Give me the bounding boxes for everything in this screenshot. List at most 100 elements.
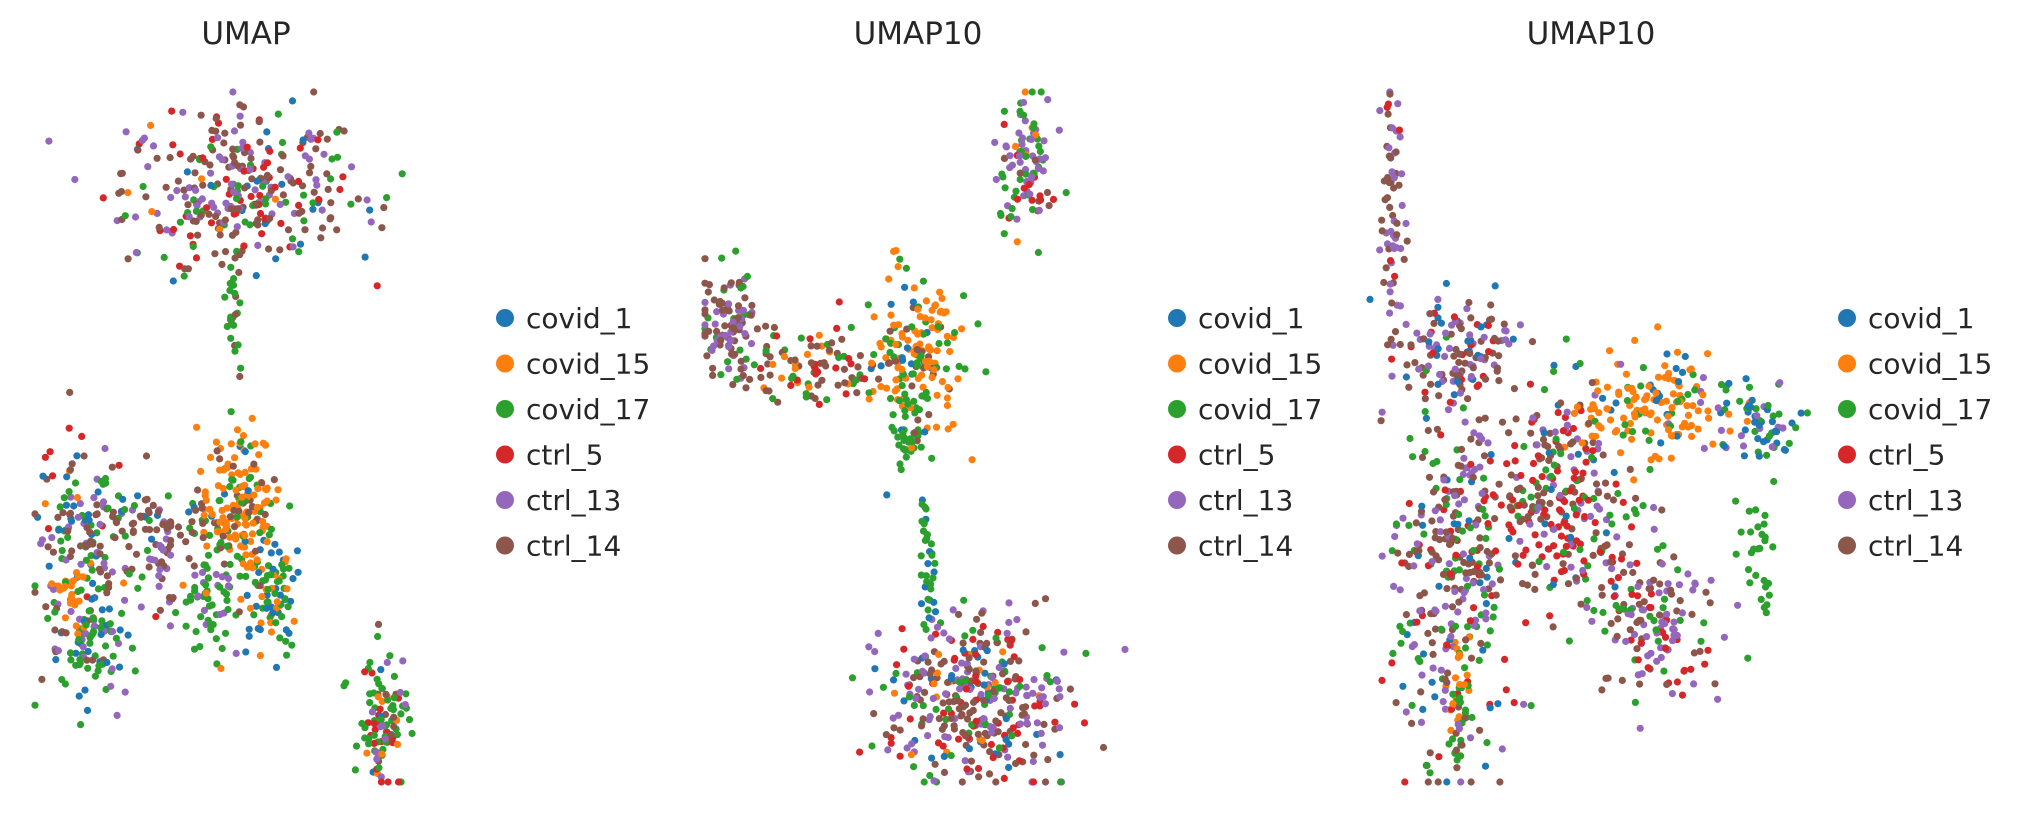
scatter-point [1737, 528, 1745, 536]
scatter-point [333, 226, 341, 234]
scatter-point [211, 250, 219, 258]
scatter-point [914, 374, 922, 383]
scatter-point [1578, 439, 1586, 447]
scatter-point [370, 720, 378, 728]
scatter-point [1005, 599, 1013, 607]
scatter-point [1366, 295, 1374, 303]
scatter-point [958, 711, 966, 719]
scatter-point [904, 336, 912, 344]
scatter-point [1562, 542, 1570, 551]
scatter-point [1527, 702, 1535, 710]
scatter-point [74, 630, 82, 638]
scatter-point [1697, 398, 1705, 407]
scatter-point [972, 667, 980, 675]
scatter-point [272, 255, 280, 263]
scatter-point [375, 764, 383, 772]
scatter-point [275, 577, 283, 585]
scatter-point [1012, 187, 1020, 195]
scatter-point [1739, 442, 1748, 450]
scatter-point [1576, 546, 1584, 554]
scatter-point [908, 382, 916, 390]
scatter-point [1424, 629, 1432, 638]
scatter-point [261, 200, 270, 208]
scatter-point [1392, 520, 1400, 528]
scatter-point [1392, 699, 1400, 707]
scatter-point [1467, 372, 1475, 381]
scatter-point [1732, 497, 1740, 505]
scatter-point [380, 204, 388, 212]
scatter-point [59, 509, 67, 517]
scatter-point [289, 575, 297, 583]
scatter-point [1475, 381, 1483, 389]
scatter-point [251, 440, 259, 448]
scatter-point [1701, 660, 1709, 668]
scatter-point [1598, 584, 1606, 592]
scatter-point [246, 165, 254, 173]
scatter-point [905, 693, 914, 701]
scatter-point [718, 299, 726, 307]
scatter-point [305, 129, 313, 137]
scatter-point [1402, 320, 1410, 328]
scatter-point [294, 568, 302, 576]
scatter-point [1495, 480, 1503, 488]
scatter-point [1016, 175, 1024, 184]
scatter-point [921, 688, 929, 697]
scatter-point [1407, 341, 1415, 349]
panel-title: UMAP [201, 16, 290, 52]
scatter-point [1020, 184, 1028, 192]
scatter-point [1792, 424, 1800, 432]
scatter-point [871, 665, 879, 673]
scatter-point [1540, 386, 1549, 394]
scatter-point [191, 571, 199, 579]
scatter-point [1434, 303, 1442, 311]
scatter-point [41, 453, 50, 461]
scatter-point [1419, 521, 1427, 529]
scatter-point [271, 589, 279, 598]
scatter-point [930, 598, 938, 606]
scatter-point [77, 560, 85, 568]
scatter-point [926, 771, 934, 780]
scatter-point [1628, 435, 1636, 443]
scatter-point [107, 682, 115, 690]
scatter-point [1027, 173, 1036, 181]
scatter-point [1043, 672, 1051, 680]
scatter-point [778, 374, 786, 382]
scatter-point [1586, 512, 1595, 521]
scatter-point [1480, 333, 1488, 341]
scatter-point [940, 752, 948, 761]
scatter-point [1626, 419, 1634, 428]
scatter-point [90, 494, 98, 502]
scatter-point [241, 184, 249, 192]
scatter-point [1612, 480, 1620, 488]
umap-panel-2: UMAP10 covid_1covid_15covid_17ctrl_5ctrl… [701, 16, 1322, 786]
scatter-point [213, 528, 221, 536]
scatter-point [1634, 582, 1642, 591]
scatter-point [365, 740, 373, 748]
scatter-point [234, 341, 242, 349]
legend-label: ctrl_5 [1198, 439, 1275, 472]
scatter-point [924, 732, 932, 740]
scatter-point [1570, 409, 1578, 417]
scatter-point [1779, 424, 1787, 432]
scatter-point [748, 301, 756, 309]
scatter-point [899, 356, 907, 364]
scatter-point [1464, 337, 1472, 345]
scatter-point [245, 625, 253, 633]
scatter-point [921, 652, 929, 660]
scatter-point [1495, 565, 1503, 573]
scatter-point [1430, 319, 1438, 327]
scatter-point [935, 650, 943, 659]
scatter-point [256, 209, 265, 218]
scatter-point [192, 506, 200, 514]
scatter-point [1459, 470, 1467, 479]
scatter-point [1484, 520, 1492, 528]
scatter-point [1581, 513, 1589, 521]
scatter-point [900, 697, 908, 705]
scatter-point [1567, 453, 1575, 461]
scatter-point [1630, 630, 1639, 639]
scatter-point [1455, 725, 1463, 733]
scatter-point [163, 524, 171, 533]
scatter-point [1660, 595, 1669, 603]
scatter-point [1421, 408, 1429, 416]
scatter-point [709, 371, 717, 379]
